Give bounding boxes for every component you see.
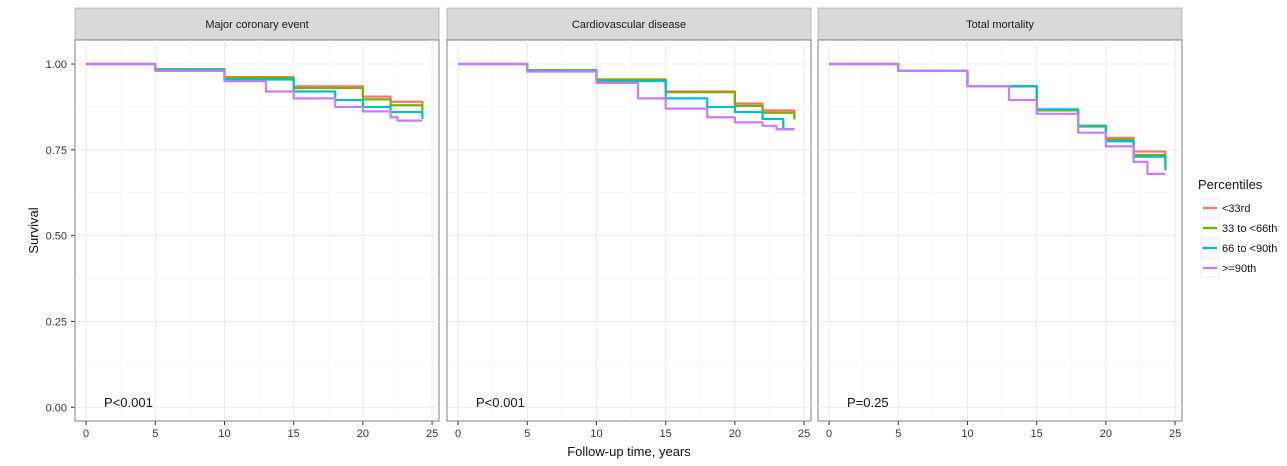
x-tick-label: 15	[1031, 428, 1043, 440]
y-tick-label: 0.00	[46, 402, 67, 414]
x-tick-label: 25	[426, 428, 438, 440]
x-tick-label: 0	[83, 428, 89, 440]
panel-plot-area	[817, 39, 1183, 422]
panel-strip	[74, 7, 440, 41]
x-tick-label: 15	[660, 428, 672, 440]
x-tick-label: 20	[729, 428, 741, 440]
legend: Percentiles <33rd 33 to <66th 66 to <90th >=…	[1198, 177, 1277, 278]
x-tick-label: 5	[895, 428, 901, 440]
x-tick-label: 25	[798, 428, 810, 440]
x-tick-label: 10	[961, 428, 973, 440]
panel-strip	[446, 7, 812, 41]
x-tick-label: 10	[590, 428, 602, 440]
y-tick-label: 0.25	[46, 316, 67, 328]
x-tick-label: 0	[826, 428, 832, 440]
panel-2: Cardiovascular disease 0 5 10 15 20 25 P<0.001	[446, 7, 812, 440]
y-tick-label: 1.00	[46, 59, 67, 71]
x-tick-label: 5	[524, 428, 530, 440]
x-tick-label: 20	[357, 428, 369, 440]
x-tick-label: 20	[1100, 428, 1112, 440]
panel-title: Cardiovascular disease	[572, 19, 686, 31]
panel-title: Total mortality	[966, 19, 1034, 31]
legend-entry: 33 to <66th	[1222, 223, 1277, 235]
x-tick-label: 0	[455, 428, 461, 440]
series-line	[86, 62, 423, 122]
panel-strip	[817, 7, 1183, 41]
x-tick-label: 25	[1169, 428, 1181, 440]
legend-title: Percentiles	[1198, 177, 1263, 192]
x-tick-label: 10	[218, 428, 230, 440]
legend-entry: >=90th	[1222, 263, 1256, 275]
p-value-annotation: P<0.001	[476, 395, 525, 410]
x-tick-label: 5	[152, 428, 158, 440]
p-value-annotation: P=0.25	[847, 395, 889, 410]
panel-3: Total mortality 0 5 10 15 20 25 P=0.25	[817, 7, 1183, 440]
legend-entry: <33rd	[1222, 203, 1250, 215]
legend-entry: 66 to <90th	[1222, 243, 1277, 255]
series-line	[829, 62, 1166, 175]
p-value-annotation: P<0.001	[104, 395, 153, 410]
x-axis-title: Follow-up time, years	[567, 444, 691, 459]
panel-plot-area	[74, 39, 440, 422]
panel-1: Major coronary event 0 5 10 15 20 25 P<0.001	[74, 7, 440, 440]
panel-plot-area	[446, 39, 812, 422]
y-tick-label: 0.50	[46, 231, 67, 243]
y-tick-label: 0.75	[46, 145, 67, 157]
panel-title: Major coronary event	[205, 19, 308, 31]
x-tick-label: 15	[288, 428, 300, 440]
series-line	[458, 62, 795, 131]
y-axis-title: Survival	[26, 207, 41, 253]
